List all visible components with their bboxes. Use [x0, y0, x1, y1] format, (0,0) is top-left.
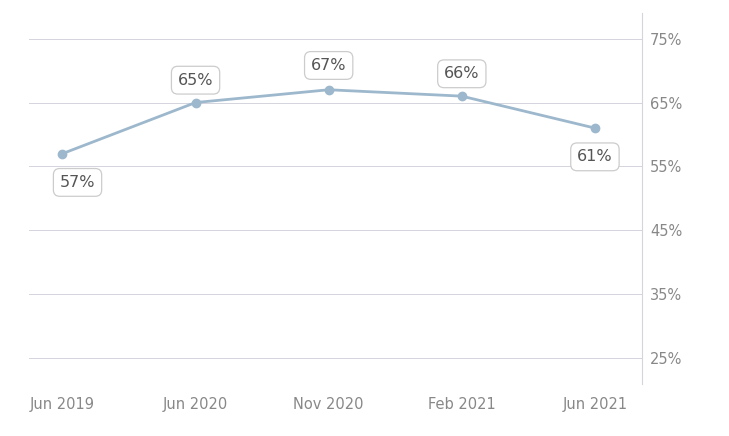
Text: 66%: 66%	[444, 66, 480, 81]
Text: 65%: 65%	[178, 73, 214, 88]
Text: 57%: 57%	[60, 175, 95, 190]
Text: 67%: 67%	[311, 58, 346, 73]
Text: 61%: 61%	[577, 150, 613, 164]
